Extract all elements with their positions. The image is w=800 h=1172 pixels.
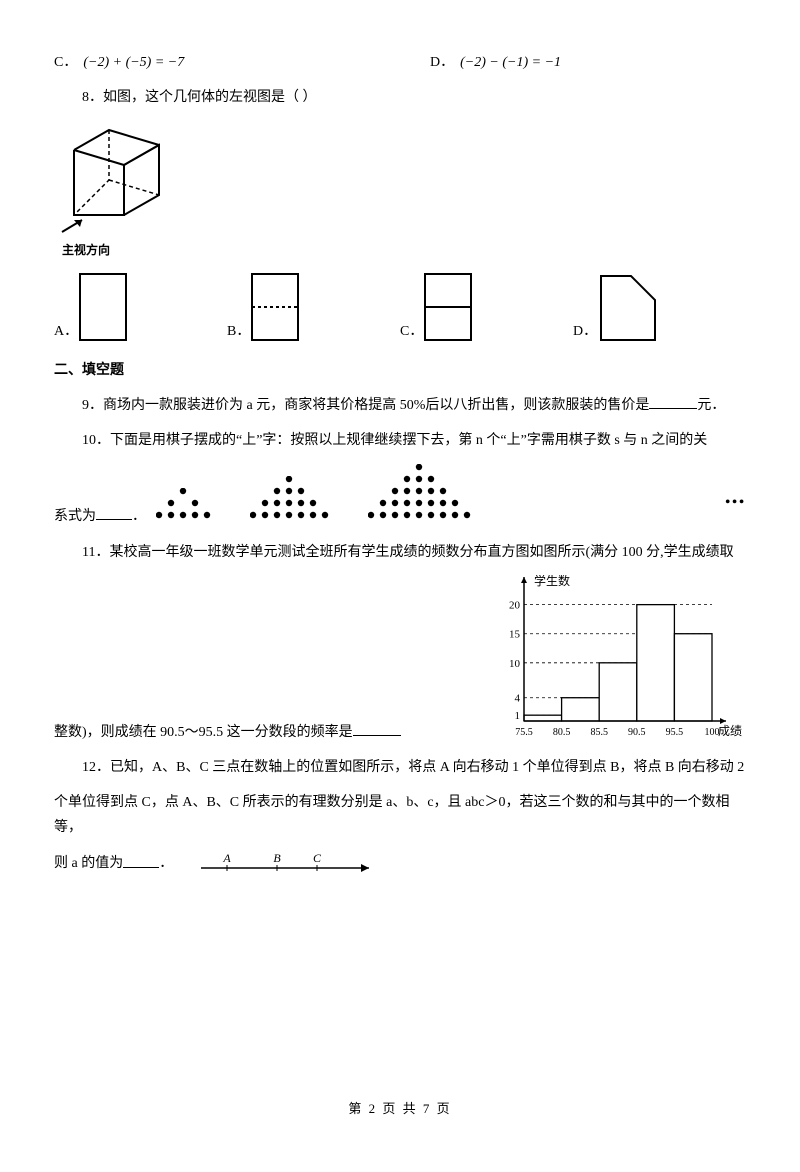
dot-pattern <box>368 464 482 530</box>
q12-line1: 12．已知，A、B、C 三点在数轴上的位置如图所示，将点 A 向右移动 1 个单… <box>54 755 746 780</box>
q8-prism-svg <box>54 120 174 240</box>
q10-patterns <box>156 464 715 530</box>
q8-d-svg <box>597 272 659 344</box>
q7-c-expr: (−2) + (−5) = −7 <box>83 50 184 75</box>
q7-d-label: D． <box>430 50 454 75</box>
q12-l2a: 个单位得到点 C，点 A、B、C 所表示的有理数分别是 a、b、c，且 abc＞… <box>54 795 729 835</box>
section-2-title: 二、填空题 <box>54 358 746 383</box>
q8-solid-figure: 主视方向 <box>54 120 746 262</box>
q10-blank <box>96 505 132 520</box>
q12-axis: A B C <box>197 850 377 878</box>
q10-num: 10． <box>82 433 110 448</box>
dot-pattern <box>156 488 222 530</box>
svg-text:95.5: 95.5 <box>666 727 684 738</box>
svg-text:成绩: 成绩 <box>718 724 742 738</box>
q9-a: 商场内一款服装进价为 a 元，商家将其价格提高 50%后以八折出售，则该款服装的… <box>103 398 649 413</box>
q10-tail: ． <box>132 509 146 524</box>
q8-stem: 8．如图，这个几何体的左视图是（ ） <box>54 85 746 110</box>
q8-view-label: 主视方向 <box>62 240 746 262</box>
q9-blank <box>649 394 697 409</box>
q11-blank <box>353 721 401 736</box>
svg-text:75.5: 75.5 <box>515 727 533 738</box>
svg-text:A: A <box>222 851 231 865</box>
q11-line1: 11．某校高一年级一班数学单元测试全班所有学生成绩的频数分布直方图如图所示(满分… <box>54 540 746 565</box>
q11-num: 11． <box>82 545 109 560</box>
svg-text:80.5: 80.5 <box>553 727 571 738</box>
q11-a: 某校高一年级一班数学单元测试全班所有学生成绩的频数分布直方图如图所示(满分 10… <box>109 545 733 560</box>
dot-pattern <box>250 476 340 530</box>
q7-options: C． (−2) + (−5) = −7 D． (−2) − (−1) = −1 <box>54 50 746 75</box>
q8-option-c: C． <box>400 272 573 344</box>
svg-text:90.5: 90.5 <box>628 727 646 738</box>
svg-text:C: C <box>313 851 322 865</box>
svg-text:15: 15 <box>509 628 521 640</box>
q12-l3a: 则 a 的值为 <box>54 857 123 872</box>
q12-num: 12． <box>82 760 110 775</box>
q10-ellipsis: ••• <box>725 490 746 529</box>
q7-option-c: C． (−2) + (−5) = −7 <box>54 50 370 75</box>
svg-text:1: 1 <box>515 710 521 722</box>
q12-line3: 则 a 的值为 ． A B C <box>54 850 746 878</box>
q8-c-svg <box>423 272 473 344</box>
q7-option-d: D． (−2) − (−1) = −1 <box>430 50 746 75</box>
q11-chart: 1410152075.580.585.590.595.5100学生数成绩 <box>486 575 746 745</box>
page-footer: 第 2 页 共 7 页 <box>54 1097 746 1120</box>
q8-option-b: B． <box>227 272 400 344</box>
q11-histogram-svg: 1410152075.580.585.590.595.5100学生数成绩 <box>486 575 746 745</box>
q9: 9．商场内一款服装进价为 a 元，商家将其价格提高 50%后以八折出售，则该款服… <box>54 393 746 418</box>
svg-text:B: B <box>273 851 281 865</box>
q12-numberline-svg: A B C <box>197 850 377 878</box>
q7-d-expr: (−2) − (−1) = −1 <box>460 50 561 75</box>
q12-l1: 已知，A、B、C 三点在数轴上的位置如图所示，将点 A 向右移动 1 个单位得到… <box>110 760 744 775</box>
q10-line2: 系式为 ． ••• <box>54 464 746 530</box>
q9-b: 元． <box>697 398 725 413</box>
svg-text:学生数: 学生数 <box>534 575 570 588</box>
q8-a-svg <box>78 272 128 344</box>
svg-text:85.5: 85.5 <box>590 727 608 738</box>
svg-text:4: 4 <box>515 692 521 704</box>
q8-b-label: B． <box>227 319 250 344</box>
q8-d-label: D． <box>573 319 597 344</box>
q8-c-label: C． <box>400 319 423 344</box>
q10-a: 下面是用棋子摆成的“上”字：按照以上规律继续摆下去，第 n 个“上”字需用棋子数… <box>110 433 707 448</box>
svg-text:20: 20 <box>509 599 521 611</box>
q8-text: 如图，这个几何体的左视图是（ ） <box>103 90 317 105</box>
q11-line2-row: 整数)，则成绩在 90.5～95.5 这一分数段的频率是 1 4 10 15 20 75.… <box>54 575 746 745</box>
q9-num: 9． <box>82 398 103 413</box>
q10-b: 系式为 <box>54 509 96 524</box>
q12-blank <box>123 853 159 868</box>
q8-option-d: D． <box>573 272 746 344</box>
q8-a-label: A． <box>54 319 78 344</box>
svg-text:10: 10 <box>509 658 521 670</box>
q8-b-svg <box>250 272 300 344</box>
q8-num: 8． <box>82 90 103 105</box>
q8-option-a: A． <box>54 272 227 344</box>
q11-b: 整数)，则成绩在 90.5～95.5 这一分数段的频率是 <box>54 725 353 740</box>
q10-line1: 10．下面是用棋子摆成的“上”字：按照以上规律继续摆下去，第 n 个“上”字需用… <box>54 428 746 453</box>
q12-line2: 个单位得到点 C，点 A、B、C 所表示的有理数分别是 a、b、c，且 abc＞… <box>54 790 746 840</box>
q7-c-label: C． <box>54 50 77 75</box>
q8-options: A． B． C． D． <box>54 272 746 344</box>
q12-l3b: ． <box>159 857 173 872</box>
